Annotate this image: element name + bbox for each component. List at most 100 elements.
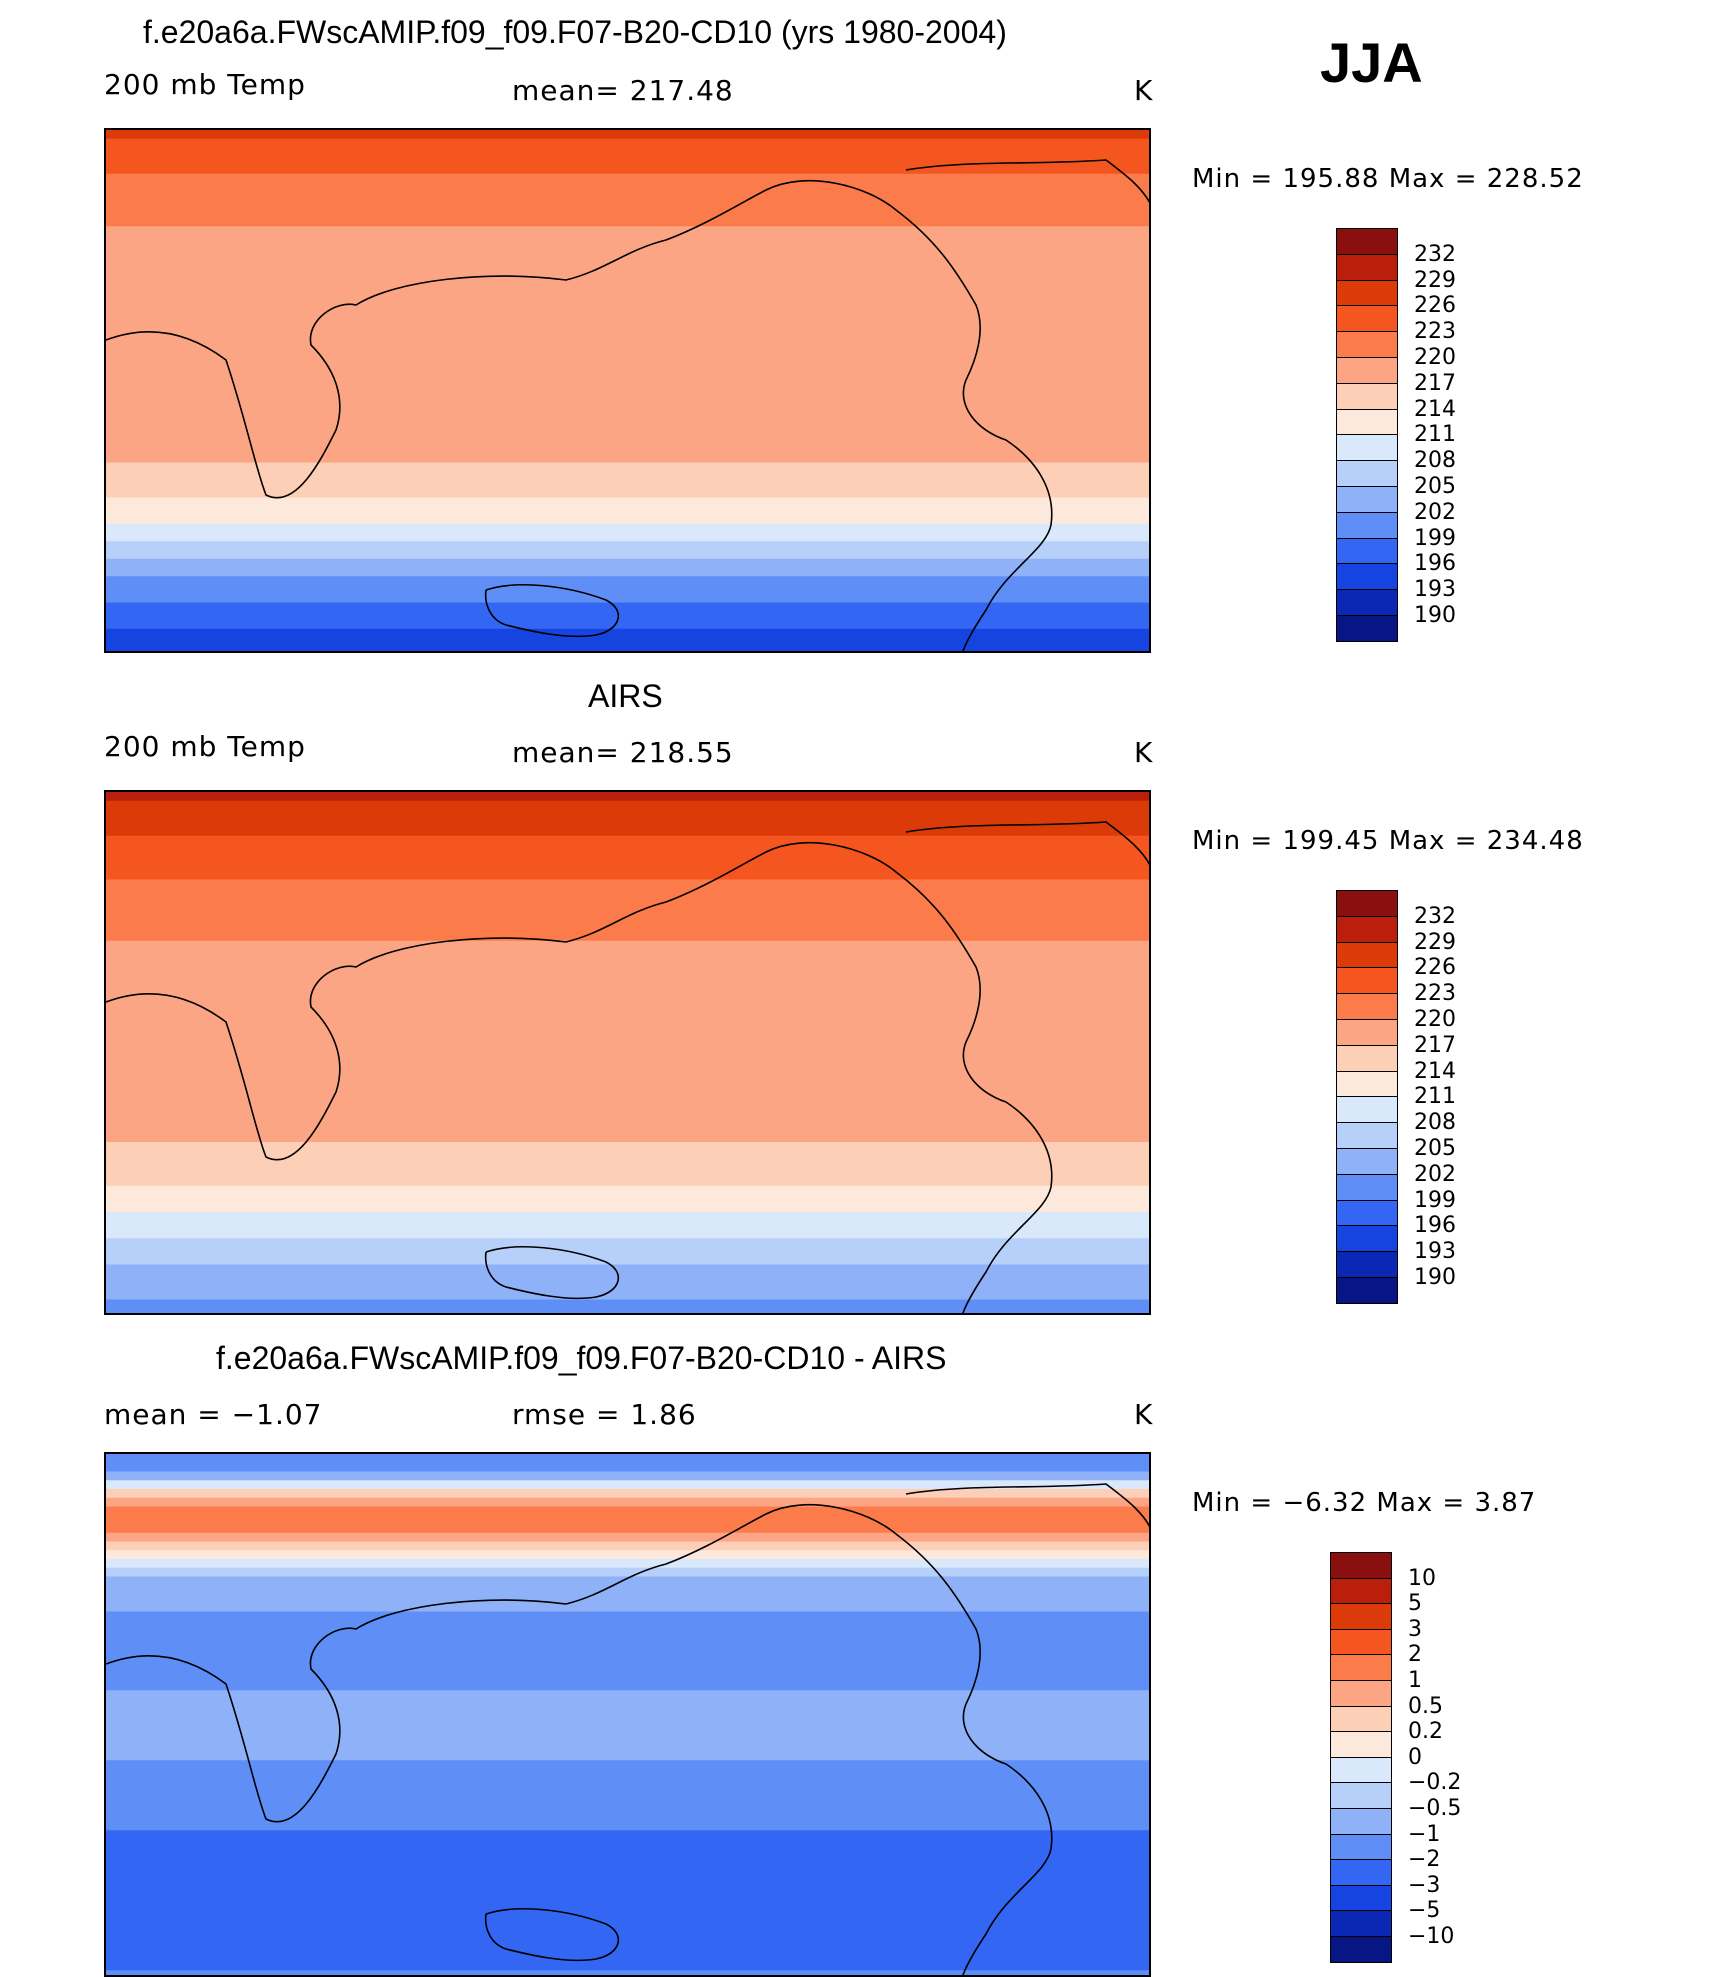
contour-band — [106, 835, 1149, 846]
contour-band — [106, 383, 1149, 394]
colorbar-swatch — [1330, 1884, 1392, 1912]
contour-band — [106, 1874, 1149, 1884]
contour-band — [106, 375, 1149, 385]
colorbar-swatch — [1330, 1654, 1392, 1681]
colorbar-swatch — [1336, 305, 1398, 333]
contour-band — [106, 1054, 1149, 1065]
contour-band — [106, 1952, 1149, 1963]
colorbar-label: 217 — [1414, 370, 1456, 396]
contour-band — [106, 1646, 1149, 1657]
contour-band — [106, 576, 1149, 586]
panel-3-units: K — [1134, 1398, 1154, 1431]
contour-band — [106, 1742, 1149, 1753]
contour-band — [106, 348, 1149, 359]
colorbar-swatch — [1330, 1936, 1392, 1963]
contour-band — [106, 1769, 1149, 1779]
colorbar-swatch — [1330, 1577, 1392, 1605]
colorbar-label: 0.5 — [1408, 1693, 1443, 1719]
panel-2-colorbar: 232 229 226 223 220 217 214 211 208 205 202 199 196 1… — [1336, 890, 1516, 1308]
contour-band — [106, 1550, 1149, 1560]
contour-band — [106, 436, 1149, 446]
contour-band — [106, 1734, 1149, 1744]
contour-band — [106, 1882, 1149, 1893]
colorbar-swatch — [1336, 1199, 1398, 1227]
contour-band — [106, 1010, 1149, 1021]
contour-band — [106, 462, 1149, 473]
panel-3-colorbar: 10 5 3 2 1 0.5 0.2 0 −0.2 −0.5 −1 −2 −3 −5 −10 — [1330, 1552, 1520, 1966]
contour-band — [106, 1454, 1149, 1464]
contour-band — [106, 1812, 1149, 1823]
coastline — [765, 179, 1053, 651]
contour-band — [106, 879, 1149, 890]
contour-band — [106, 1847, 1149, 1858]
contour-band — [106, 923, 1149, 933]
panel-2-variable-label: 200 mb Temp — [104, 730, 306, 763]
colorbar-swatch — [1330, 1859, 1392, 1886]
colorbar-swatch — [1336, 331, 1398, 358]
contour-band — [106, 445, 1149, 455]
panel-2-minmax: Min = 199.45 Max = 234.48 — [1192, 826, 1584, 856]
contour-band — [106, 1961, 1149, 1972]
colorbar-label: 223 — [1414, 981, 1456, 1007]
contour-band — [106, 940, 1149, 951]
contour-band — [106, 1524, 1149, 1534]
contour-band — [106, 1970, 1149, 1975]
contour-band — [106, 506, 1149, 516]
contour-band — [106, 818, 1149, 828]
contour-band — [106, 235, 1149, 245]
colorbar-label: 232 — [1414, 241, 1456, 267]
contour-band — [106, 1541, 1149, 1552]
contour-band — [106, 480, 1149, 490]
colorbar-swatch — [1336, 1251, 1398, 1278]
contour-band — [106, 497, 1149, 508]
contour-band — [106, 1159, 1149, 1170]
panel-3-minmax: Min = −6.32 Max = 3.87 — [1192, 1488, 1537, 1518]
colorbar-label: −1 — [1408, 1821, 1441, 1847]
colorbar-swatch — [1336, 1173, 1398, 1201]
contour-band — [106, 313, 1149, 324]
colorbar-swatch — [1336, 563, 1398, 591]
colorbar-label: 199 — [1414, 1187, 1456, 1213]
contour-band — [106, 130, 1149, 140]
colorbar-label: 202 — [1414, 499, 1456, 525]
contour-band — [106, 1168, 1149, 1178]
contour-band — [106, 532, 1149, 543]
colorbar-label: 202 — [1414, 1161, 1456, 1187]
contour-band — [106, 897, 1149, 907]
contour-band — [106, 1290, 1149, 1301]
contour-band — [106, 862, 1149, 872]
colorbar-label: 223 — [1414, 319, 1456, 345]
contour-band — [106, 1821, 1149, 1832]
colorbar-label: 10 — [1408, 1565, 1436, 1591]
contour-band — [106, 1238, 1149, 1248]
contour-band — [106, 156, 1149, 166]
contour-band — [106, 401, 1149, 411]
colorbar-label: 190 — [1414, 603, 1456, 628]
colorbar-label: 220 — [1414, 1007, 1456, 1032]
contour-band — [106, 1107, 1149, 1117]
contour-band — [106, 975, 1149, 986]
colorbar-swatch — [1330, 1756, 1392, 1784]
contour-band — [106, 1672, 1149, 1683]
contour-band — [106, 993, 1149, 1003]
contour-band — [106, 1177, 1149, 1187]
contour-band — [106, 1602, 1149, 1613]
panel-1-variable-label: 200 mb Temp — [104, 68, 306, 101]
colorbar-label: 193 — [1414, 577, 1456, 603]
contour-band — [106, 138, 1149, 149]
colorbar-swatch — [1336, 279, 1398, 307]
colorbar-label: 3 — [1408, 1616, 1422, 1642]
contour-band — [106, 1185, 1149, 1196]
contour-band — [106, 541, 1149, 551]
contour-band — [106, 637, 1149, 648]
colorbar-swatch — [1336, 511, 1398, 539]
colorbar-label: −3 — [1408, 1872, 1441, 1898]
contour-band — [106, 1786, 1149, 1797]
contour-band — [106, 809, 1149, 820]
contour-band — [106, 523, 1149, 534]
contour-band — [106, 1506, 1149, 1517]
colorbar-label: 199 — [1414, 525, 1456, 551]
colorbar-label: 220 — [1414, 345, 1456, 370]
panel-3-rmse-label: rmse = 1.86 — [512, 1398, 697, 1431]
contour-band — [106, 870, 1149, 881]
